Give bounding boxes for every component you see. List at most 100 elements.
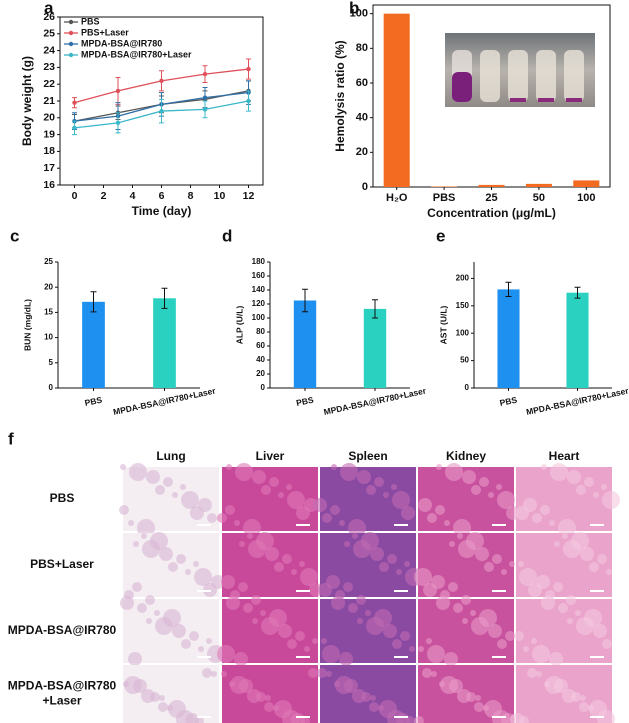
tile-texture [217, 513, 227, 523]
tile-texture [226, 596, 240, 610]
tile-texture [475, 547, 489, 561]
histology-tile [217, 463, 318, 537]
tile-texture [185, 569, 191, 575]
tile-texture [461, 595, 471, 605]
y-axis-label: Hemolysis ratio (%) [333, 40, 347, 151]
legend-label: MPDA-BSA@IR780 [81, 38, 162, 48]
tile-texture [497, 491, 515, 509]
y-tick-label: 25 [43, 28, 55, 40]
tile-texture [444, 520, 450, 526]
tile-texture [392, 491, 410, 509]
x-tick-label: 2 [101, 190, 107, 202]
histology-tile [221, 665, 318, 723]
tile-texture [154, 610, 160, 616]
bar [82, 301, 105, 388]
legend-label: PBS+Laser [81, 27, 129, 37]
point [72, 100, 77, 105]
bar [293, 300, 317, 388]
bar [566, 292, 589, 388]
tile-texture [401, 506, 415, 520]
histology-tile [414, 532, 515, 600]
histology-tile [221, 532, 323, 600]
tile-texture [348, 519, 366, 537]
bar [497, 289, 520, 388]
tile-texture [317, 668, 327, 678]
tile-texture [370, 547, 384, 561]
tile-texture [505, 631, 515, 641]
tile-texture [497, 639, 507, 649]
y-tick-label: 23 [43, 61, 55, 73]
point [159, 78, 164, 84]
y-tick-label: 25 [44, 257, 53, 266]
y-tick-label: 18 [43, 145, 55, 157]
tile-texture [344, 541, 350, 547]
histology-tile [510, 665, 615, 723]
tile-texture [119, 505, 129, 515]
tile-texture [427, 513, 437, 523]
tile-texture [532, 513, 542, 523]
tile-texture [444, 652, 458, 666]
tile-texture [357, 470, 371, 484]
tile-texture [383, 492, 389, 498]
tile-texture [181, 639, 191, 649]
tile-texture [457, 689, 471, 703]
tile-texture [383, 624, 397, 638]
y-axis-label: ALP (U/L) [234, 306, 244, 345]
tile-texture [396, 569, 402, 575]
legend-marker [68, 30, 74, 36]
tile-texture [422, 668, 432, 678]
panel-letter: c [10, 226, 19, 245]
histology-tile [514, 595, 612, 666]
bar [573, 180, 600, 187]
tile-texture [545, 676, 563, 694]
row-label: PBS+Laser [30, 557, 94, 571]
tile-texture [181, 491, 199, 509]
tile-texture [163, 477, 173, 487]
bar [525, 183, 552, 187]
y-tick-label: 15 [44, 308, 53, 317]
tile-texture [558, 519, 576, 537]
tile-texture [123, 681, 129, 687]
tile-texture [264, 702, 274, 712]
tile-texture [211, 671, 217, 677]
tile-texture [553, 582, 563, 592]
tile-texture [137, 519, 155, 537]
tile-texture [588, 705, 594, 711]
y-tick-label: 40 [356, 112, 368, 124]
tile-texture [532, 645, 550, 663]
histology-tile [418, 595, 515, 666]
tile-texture [238, 582, 248, 592]
panel-letter: b [349, 0, 359, 17]
tile-texture [584, 477, 594, 487]
y-tick-label: 20 [356, 146, 368, 158]
point [72, 125, 77, 131]
tile-texture [278, 492, 284, 498]
legend-marker [68, 19, 74, 25]
tile-texture [282, 554, 292, 564]
y-tick-label: 40 [256, 355, 265, 364]
y-tick-label: 80 [356, 42, 368, 54]
legend-label: PBS [81, 16, 100, 26]
tile-texture [431, 671, 437, 677]
tile-texture [510, 713, 524, 723]
histology-tile [320, 595, 416, 666]
tile-texture [453, 519, 471, 537]
point [115, 88, 121, 94]
tile-texture [448, 582, 458, 592]
tile-texture [567, 470, 581, 484]
histology-tile [414, 665, 515, 723]
x-tick-label: 0 [72, 190, 78, 202]
y-axis-label: Body weight (g) [20, 56, 34, 146]
tile-texture [129, 463, 147, 481]
tile-texture [273, 705, 279, 711]
tile-texture [431, 575, 445, 589]
tile-texture [167, 705, 173, 711]
tile-texture [554, 541, 560, 547]
tile-texture [580, 695, 586, 701]
tile-texture [133, 541, 139, 547]
tile-texture [229, 681, 235, 687]
tile-texture [440, 676, 458, 694]
tile-texture [392, 639, 402, 649]
tile-texture [308, 668, 318, 678]
tile-texture [155, 485, 165, 495]
